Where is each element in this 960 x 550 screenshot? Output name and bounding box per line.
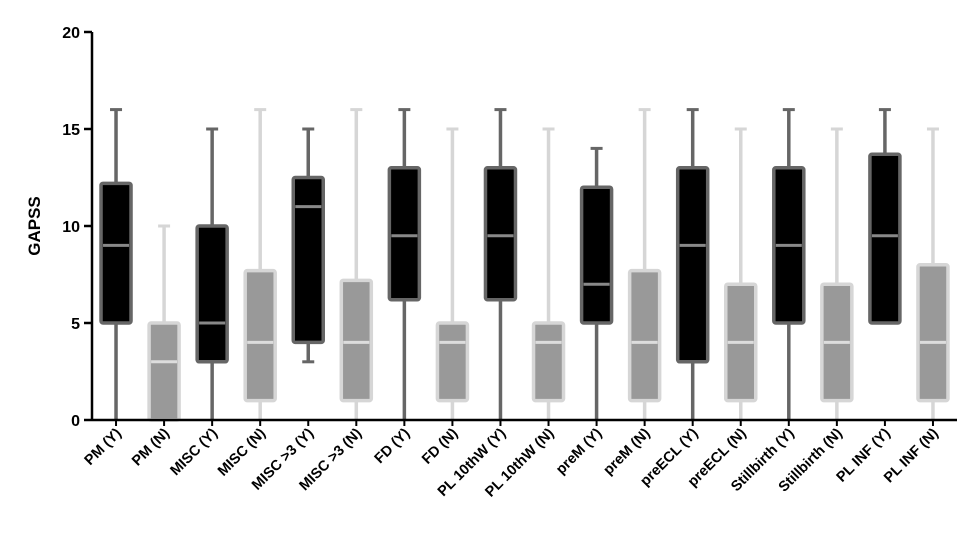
box-iqr [243,268,277,403]
box-18 [916,127,950,420]
box-iqr [291,175,325,345]
box-iqr [579,185,614,325]
box-iqr [99,181,133,325]
y-ticks: 0 5 10 15 20 [62,25,92,430]
box-8 [435,127,470,420]
box-iqr [435,321,470,403]
box-7 [387,108,422,420]
box-16 [820,127,854,420]
box-13 [675,108,710,420]
x-category-label: PM (Y) [82,425,125,468]
y-tick-label: 0 [71,413,80,430]
box-iqr [675,166,710,364]
y-tick-label: 10 [62,219,80,236]
box-1 [99,108,133,420]
box-4 [243,108,277,420]
box-11 [579,146,614,420]
box-iqr [387,166,422,302]
boxes-layer [99,108,950,422]
x-category-label: preM (Y) [553,425,605,477]
box-3 [195,127,229,420]
box-5 [291,127,325,364]
x-category-label: MISC (Y) [168,425,222,479]
box-10 [531,127,566,420]
box-2 [147,224,181,422]
box-iqr [531,321,566,403]
box-6 [339,108,374,420]
box-iqr [916,263,950,403]
box-12 [627,108,662,420]
box-9 [483,108,518,420]
box-iqr [868,152,902,325]
x-tick-labels: PM (Y) PM (N)MISC (Y)MISC (N)MISC >3 (Y)M… [82,420,942,500]
box-15 [772,108,806,420]
box-17 [868,108,902,325]
box-iqr [339,278,374,403]
y-tick-label: 5 [71,316,80,333]
box-14 [724,127,758,420]
y-tick-label: 15 [62,122,80,139]
y-tick-label: 20 [62,25,80,42]
box-iqr [627,268,662,403]
x-category-label: FD (N) [419,425,461,467]
box-iqr [147,321,181,422]
x-category-label: FD (Y) [372,425,414,467]
y-axis-title: GAPSS [25,196,44,256]
x-category-label: PM (N) [129,425,173,469]
box-iqr [483,166,518,302]
box-iqr [195,224,229,364]
